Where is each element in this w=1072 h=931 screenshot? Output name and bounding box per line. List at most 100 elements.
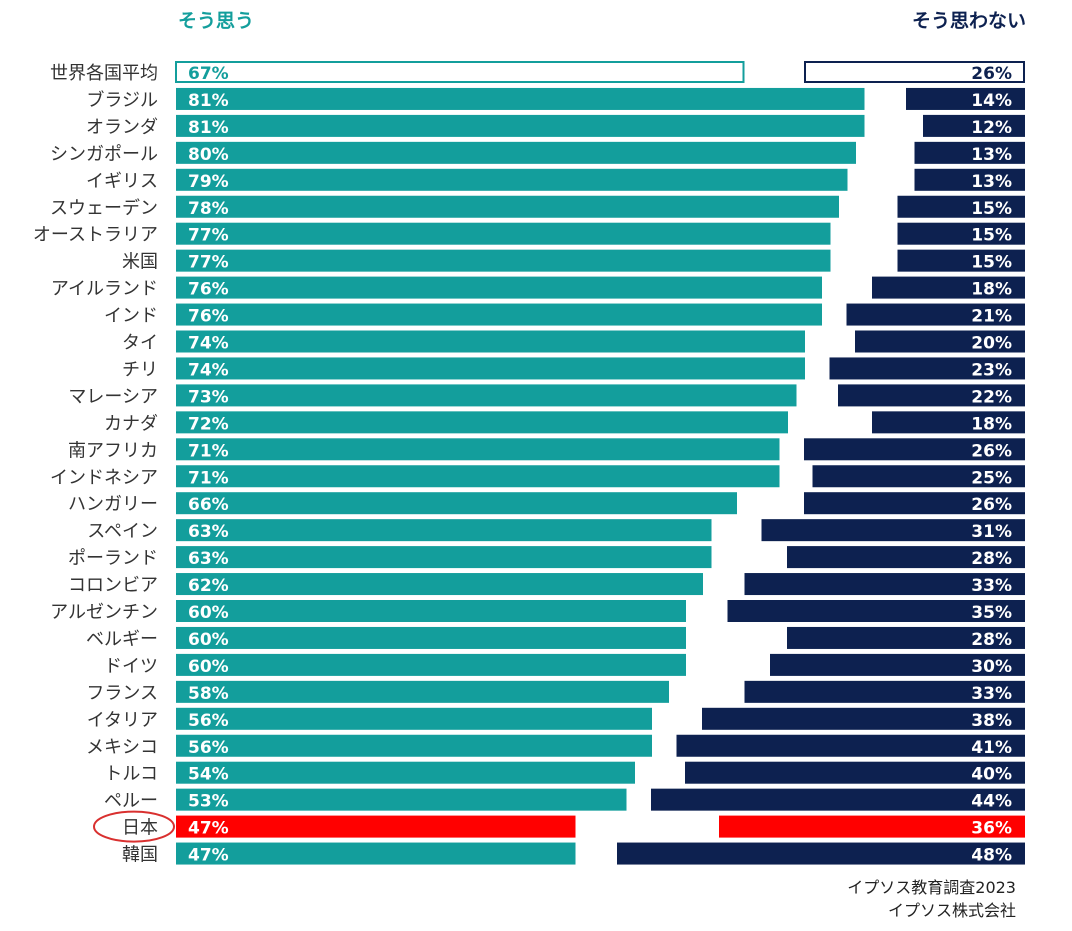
category-label: シンガポール (50, 144, 158, 165)
category-label: マレーシア (68, 386, 158, 407)
agree-bar (176, 87, 865, 110)
disagree-bar (872, 411, 1025, 434)
disagree-bar (838, 384, 1025, 407)
category-label: コロンビア (68, 575, 158, 596)
agree-value-label: 60% (188, 603, 229, 623)
category-label: ポーランド (68, 548, 158, 569)
disagree-value-label: 15% (971, 199, 1012, 219)
agree-value-label: 77% (188, 253, 229, 273)
disagree-value-label: 25% (971, 468, 1012, 488)
category-label: フランス (86, 683, 158, 704)
disagree-bar (787, 546, 1025, 569)
disagree-bar (804, 492, 1025, 515)
agree-bar (176, 680, 669, 703)
agree-bar (176, 519, 712, 542)
source-company: イプソス株式会社 (887, 901, 1016, 920)
category-label: ハンガリー (68, 494, 158, 515)
agree-bar (176, 707, 652, 730)
disagree-value-label: 28% (971, 630, 1012, 650)
category-label: アルゼンチン (50, 602, 158, 623)
disagree-value-label: 21% (971, 307, 1012, 327)
agree-bar (176, 222, 831, 245)
agree-value-label: 54% (188, 765, 229, 785)
disagree-bar (761, 519, 1025, 542)
agree-bar (176, 573, 703, 596)
agree-value-label: 47% (188, 846, 229, 866)
disagree-bar (617, 842, 1025, 865)
agree-value-label: 53% (188, 792, 229, 812)
agree-value-label: 76% (188, 307, 229, 327)
agree-bar (176, 842, 576, 865)
agree-value-label: 77% (188, 226, 229, 246)
category-label: 南アフリカ (68, 440, 158, 461)
category-label: インドネシア (50, 467, 158, 488)
agree-bar (176, 303, 822, 326)
disagree-value-label: 26% (971, 441, 1012, 461)
agree-value-label: 80% (188, 145, 229, 165)
agree-bar (176, 815, 576, 838)
disagree-value-label: 38% (971, 711, 1012, 731)
category-label: メキシコ (86, 737, 158, 758)
agree-value-label: 73% (188, 387, 229, 407)
category-label: タイ (122, 333, 158, 354)
disagree-bar (812, 465, 1025, 488)
category-label: ドイツ (104, 656, 158, 677)
agree-bar (176, 384, 797, 407)
disagree-value-label: 28% (971, 549, 1012, 569)
disagree-bar (744, 680, 1025, 703)
disagree-bar (914, 168, 1025, 191)
agree-value-label: 67% (188, 64, 229, 84)
disagree-bar (897, 222, 1025, 245)
agree-bar (176, 249, 831, 272)
disagree-value-label: 44% (971, 792, 1012, 812)
disagree-value-label: 18% (971, 414, 1012, 434)
agree-value-label: 74% (188, 360, 229, 380)
disagree-value-label: 22% (971, 387, 1012, 407)
disagree-bar (727, 600, 1025, 622)
agree-value-label: 78% (188, 199, 229, 219)
agree-header: そう思う (178, 10, 255, 32)
disagree-bar (897, 249, 1025, 272)
category-label: ブラジル (86, 89, 158, 111)
agree-value-label: 63% (188, 549, 229, 569)
disagree-header: そう思わない (911, 10, 1026, 32)
disagree-value-label: 14% (971, 91, 1012, 111)
agree-bar (176, 195, 839, 218)
category-label: スウェーデン (50, 198, 158, 219)
disagree-value-label: 40% (971, 765, 1012, 785)
disagree-bar (685, 761, 1025, 784)
disagree-value-label: 15% (971, 226, 1012, 246)
disagree-bar (829, 357, 1025, 380)
agree-bar (176, 546, 712, 569)
agree-value-label: 76% (188, 280, 229, 300)
category-label: 日本 (122, 818, 158, 839)
category-label: カナダ (104, 413, 158, 434)
disagree-value-label: 12% (971, 118, 1012, 138)
agree-value-label: 71% (188, 468, 229, 488)
disagree-value-label: 15% (971, 253, 1012, 273)
agree-value-label: 56% (188, 711, 229, 731)
agree-bar (176, 788, 627, 811)
disagree-bar (897, 195, 1025, 218)
agree-value-label: 81% (188, 91, 229, 111)
agree-bar (176, 438, 780, 461)
disagree-value-label: 30% (971, 657, 1012, 677)
agree-value-label: 60% (188, 657, 229, 677)
disagree-value-label: 31% (971, 522, 1012, 542)
agree-value-label: 72% (188, 414, 229, 434)
agree-bar (176, 600, 686, 622)
disagree-value-label: 18% (971, 280, 1012, 300)
category-label: イタリア (87, 710, 158, 731)
disagree-bar (855, 330, 1025, 353)
category-label: 世界各国平均 (50, 63, 158, 84)
agree-bar (176, 626, 686, 649)
category-label: ペルー (104, 791, 158, 812)
disagree-value-label: 26% (971, 495, 1012, 515)
category-label: ベルギー (86, 629, 158, 650)
category-label: チリ (122, 359, 158, 380)
category-label: オランダ (86, 117, 158, 138)
category-label: オーストラリア (33, 225, 158, 246)
disagree-bar (676, 734, 1025, 757)
agree-value-label: 63% (188, 522, 229, 542)
